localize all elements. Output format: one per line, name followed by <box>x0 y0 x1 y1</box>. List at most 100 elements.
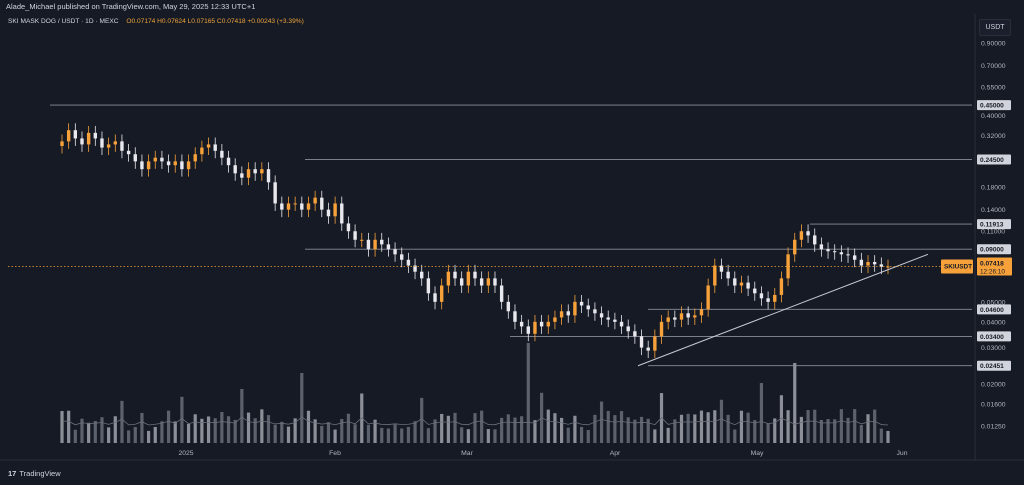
y-tick-label: 0.03000 <box>981 345 1006 352</box>
candle-body <box>446 271 451 286</box>
volume-bar <box>839 409 843 443</box>
volume-bar <box>486 429 490 443</box>
volume-bar <box>380 427 384 443</box>
candle-body <box>306 203 311 210</box>
x-tick-label: Mar <box>461 450 473 457</box>
volume-bar <box>306 410 311 443</box>
candle-body <box>799 231 804 240</box>
symbol-legend[interactable]: SKI MASK DOG / USDT · 1D · MEXC O0.07174… <box>8 18 304 25</box>
candle-body <box>866 262 870 266</box>
volume-bar <box>293 418 297 443</box>
candle-body <box>813 235 817 245</box>
volume-bar <box>686 413 690 443</box>
volume-bar <box>639 416 644 443</box>
candle-body <box>313 197 317 204</box>
volume-bar <box>619 411 624 443</box>
candle-body <box>420 271 424 279</box>
candle-body <box>713 265 717 286</box>
volume-bar <box>573 415 577 443</box>
volume-bar <box>426 428 430 443</box>
candle-body <box>206 144 211 148</box>
candle-body <box>406 259 411 266</box>
symbol-tag-label: SKIUSDT <box>944 264 972 271</box>
candle-body <box>233 165 237 174</box>
volume-bar <box>93 421 97 443</box>
candle-body <box>733 278 737 286</box>
volume-bar <box>87 422 91 443</box>
candle-body <box>100 138 104 148</box>
candle-body <box>66 130 71 142</box>
candle-body <box>686 313 690 318</box>
candle-body <box>373 239 377 250</box>
candle-body <box>519 321 524 327</box>
volume-bar <box>873 409 877 443</box>
level-price-label: 0.03400 <box>980 334 1004 341</box>
ascending-trendline[interactable] <box>637 253 929 367</box>
candle-body <box>320 197 324 210</box>
candle-body <box>526 326 530 334</box>
candle-body <box>333 203 337 217</box>
candle-body <box>346 223 351 232</box>
x-tick-label: Jun <box>897 450 908 457</box>
volume-bar <box>406 426 410 443</box>
volume-bar <box>593 414 597 443</box>
volume-bar <box>400 428 404 443</box>
volume-bar <box>706 412 710 443</box>
volume-bar <box>826 419 830 443</box>
volume-bar <box>320 425 324 443</box>
volume-bar <box>626 417 630 443</box>
volume-bar <box>759 383 764 443</box>
candle-body <box>666 317 670 322</box>
candle-body <box>453 271 457 279</box>
volume-bar <box>673 419 677 443</box>
level-price-tag <box>977 360 1011 371</box>
candle-body <box>806 231 810 236</box>
candle-body <box>499 285 504 302</box>
candle-body <box>506 301 511 312</box>
candle-body <box>779 278 784 295</box>
currency-unit-button[interactable]: USDT <box>979 19 1011 36</box>
candle-body <box>599 313 604 318</box>
volume-bar <box>786 410 790 443</box>
candle-body <box>613 319 617 322</box>
volume-bar <box>166 410 171 443</box>
volume-bar <box>799 416 804 443</box>
volume-bar <box>260 409 264 443</box>
x-tick-label: 2025 <box>178 450 193 457</box>
tradingview-brand[interactable]: 17 TradingView <box>8 469 61 478</box>
volume-bar <box>133 427 137 443</box>
current-price-tag <box>977 257 1012 276</box>
volume-bar <box>520 416 524 443</box>
candle-body <box>253 169 257 174</box>
candle-body <box>166 161 171 166</box>
candle-body <box>273 182 277 204</box>
volume-bar <box>699 410 704 443</box>
volume-bar <box>107 427 111 443</box>
candle-body <box>593 309 597 314</box>
volume-bar <box>73 429 77 443</box>
tradingview-logo-icon: 17 <box>8 469 17 478</box>
candle-body <box>293 203 297 205</box>
candle-body <box>739 282 744 286</box>
candle-body <box>153 157 157 162</box>
level-price-label: 0.09000 <box>980 247 1004 254</box>
candle-body <box>633 331 637 337</box>
candle-body <box>653 336 657 351</box>
volume-bar <box>113 416 117 443</box>
volume-bar <box>366 424 371 443</box>
candle-body <box>160 157 164 162</box>
y-tick-label: 0.01600 <box>981 401 1006 408</box>
candle-body <box>426 278 431 294</box>
volume-bar <box>666 427 670 443</box>
volume-bar <box>453 412 457 443</box>
candle-body <box>280 203 284 210</box>
candle-body <box>639 336 644 348</box>
volume-bar <box>313 419 317 443</box>
candle-body <box>106 144 111 148</box>
candle-body <box>513 311 517 322</box>
candle-body <box>60 141 64 146</box>
y-tick-label: 0.70000 <box>981 63 1006 70</box>
candle-body <box>173 161 177 166</box>
candle-body <box>213 144 217 151</box>
